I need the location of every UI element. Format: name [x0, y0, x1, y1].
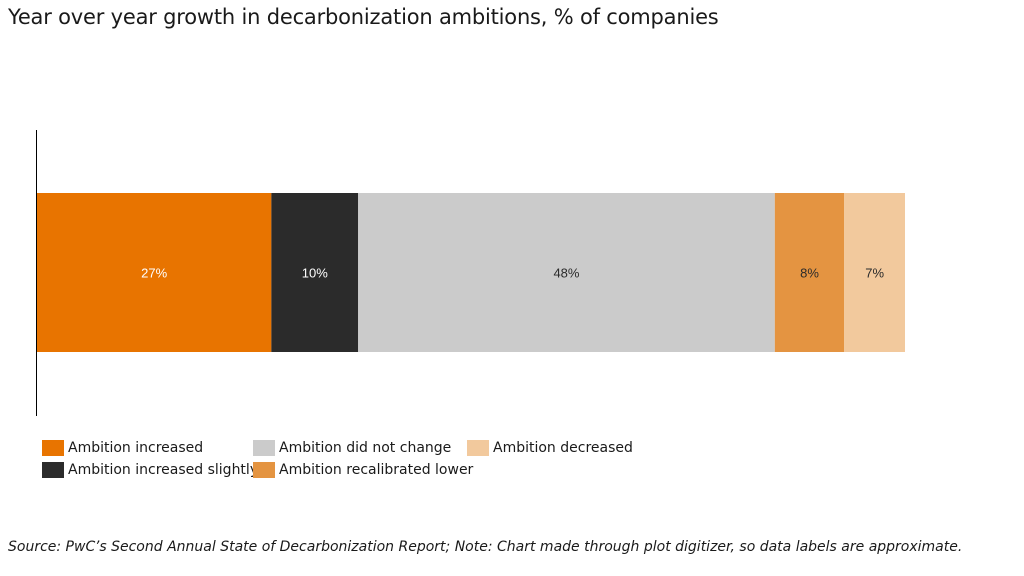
legend-item-3: Ambition did not change: [253, 440, 451, 456]
legend-label-4: Ambition recalibrated lower: [279, 462, 474, 478]
legend-item-2: Ambition increased slightly: [42, 462, 258, 478]
bar-segment-2: [271, 193, 359, 352]
legend-swatch-5: [467, 440, 489, 456]
legend-item-5: Ambition decreased: [467, 440, 633, 456]
legend-label-5: Ambition decreased: [493, 440, 633, 456]
legend-swatch-3: [253, 440, 275, 456]
bar-data-label-1: 27%: [141, 266, 167, 281]
legend-item-1: Ambition increased: [42, 440, 203, 456]
bar-segment-4: [774, 193, 845, 352]
bar-data-label-3: 48%: [553, 266, 579, 281]
chart-title: Year over year growth in decarbonization…: [8, 5, 719, 29]
legend-swatch-2: [42, 462, 64, 478]
bar-data-label-4: 8%: [800, 266, 819, 281]
legend-label-2: Ambition increased slightly: [68, 462, 259, 478]
legend-swatch-1: [42, 440, 64, 456]
bar-data-labels: 27% 10% 48% 8% 7%: [141, 266, 884, 281]
bar-segment-5: [844, 193, 905, 352]
legend-label-3: Ambition did not change: [279, 440, 452, 456]
bar-segment-3: [358, 193, 775, 352]
bar-segment-1: [37, 193, 272, 352]
bar-data-label-2: 10%: [302, 266, 328, 281]
bar-segments: [37, 193, 905, 352]
legend-item-4: Ambition recalibrated lower: [253, 462, 473, 478]
legend-label-1: Ambition increased: [68, 440, 204, 456]
legend-swatch-4: [253, 462, 275, 478]
bar-data-label-5: 7%: [865, 266, 884, 281]
source-note: Source: PwC’s Second Annual State of Dec…: [8, 539, 963, 555]
